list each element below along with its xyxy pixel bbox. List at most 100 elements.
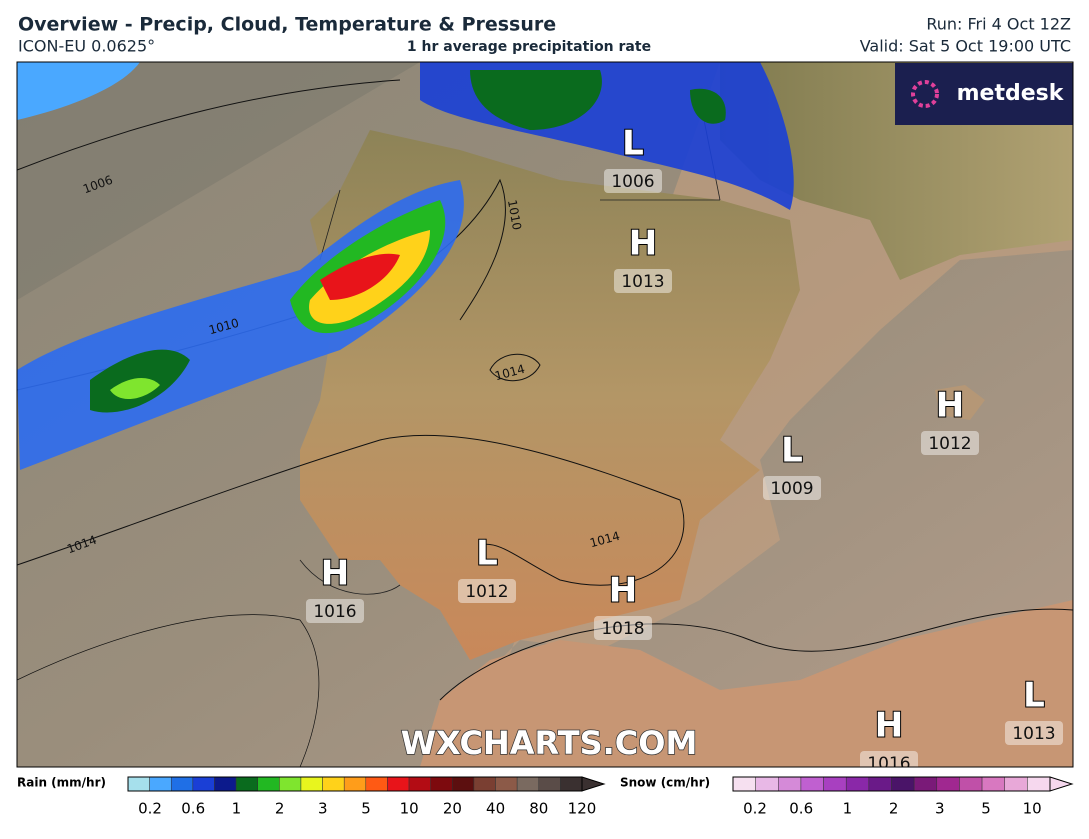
legend-swatch (800, 776, 824, 792)
isobar (489, 353, 541, 382)
legend-tick-label: 10 (1023, 800, 1042, 818)
legend-frame (127, 776, 583, 792)
pressure-box (604, 169, 662, 193)
legend-tick-label: 40 (486, 800, 505, 818)
legend-tick-label: 5 (981, 800, 991, 818)
legend-frame (732, 776, 1051, 792)
isobar (17, 79, 401, 171)
legend-tick-label: 80 (529, 800, 548, 818)
isobar-label: 1010 (505, 199, 524, 232)
legend-swatch (1027, 776, 1051, 792)
header-run: Run: Fri 4 Oct 12Z (926, 15, 1071, 34)
pressure-symbol: H (936, 386, 964, 426)
legend-tick-label: 3 (935, 800, 945, 818)
legend-swatch (473, 776, 496, 792)
logo-box (895, 63, 1073, 125)
legend-swatch (170, 776, 194, 792)
legend-tick-label: 20 (443, 800, 462, 818)
legend-tick-label: 2 (275, 800, 285, 818)
legend-tick-label: 10 (400, 800, 419, 818)
pressure-symbol: L (622, 124, 644, 164)
legend-swatch (868, 776, 892, 792)
legend-swatch (365, 776, 388, 792)
legend-arrow (1049, 776, 1074, 792)
border (299, 99, 721, 595)
pressure-value: 1016 (313, 602, 356, 622)
pressure-symbol: H (875, 706, 903, 746)
pressure-box (306, 599, 364, 623)
legend-swatch (257, 776, 280, 792)
pressure-value: 1006 (611, 172, 654, 192)
pressure-value: 1016 (867, 754, 910, 774)
map: metdesk WXCHARTS.COM 1006101010101014101… (17, 62, 1073, 774)
isobar (17, 434, 685, 586)
legend-swatch (192, 776, 215, 792)
pressure-box (1005, 721, 1063, 745)
legend-swatch (778, 776, 802, 792)
legend-tick-label: 1 (232, 800, 242, 818)
map-frame (16, 61, 1074, 768)
pressure-box (763, 476, 821, 500)
pressure-symbol: L (476, 534, 498, 574)
rain-area (110, 378, 160, 400)
legend-tick-label: 0.2 (138, 800, 162, 818)
legend-swatch (235, 776, 258, 792)
legend-swatch (430, 776, 453, 792)
legend-swatch (732, 776, 756, 792)
rain-area (690, 88, 726, 124)
header-field: 1 hr average precipitation rate (407, 39, 651, 55)
pressure-value: 1012 (928, 434, 971, 454)
legend-swatch (891, 776, 915, 792)
legend-swatch (981, 776, 1005, 792)
cloud (17, 62, 420, 300)
pressure-box (458, 579, 516, 603)
legend-swatch (387, 776, 410, 792)
legend-swatch (214, 776, 237, 792)
legend-swatch (823, 776, 847, 792)
pressure-value: 1013 (621, 272, 664, 292)
rain-area (320, 253, 400, 300)
header-valid: Valid: Sat 5 Oct 19:00 UTC (860, 37, 1071, 56)
pressure-box (594, 616, 652, 640)
header-model: ICON-EU 0.0625° (18, 37, 155, 56)
legend-swatch (149, 776, 172, 792)
legend-swatch (127, 776, 150, 792)
pressure-value: 1013 (1012, 724, 1055, 744)
legend-tick-label: 1 (843, 800, 853, 818)
pressure-box (614, 269, 672, 293)
legend-tick-label: 5 (361, 800, 371, 818)
legend-swatch (279, 776, 302, 792)
pressure-symbol: H (321, 554, 349, 594)
legend-swatch (322, 776, 345, 792)
legend-tick-label: 0.6 (789, 800, 813, 818)
legend-swatch (495, 776, 518, 792)
rain-area (17, 62, 140, 120)
logo-icon (911, 80, 939, 108)
legend-tick-label: 0.6 (181, 800, 205, 818)
pressure-symbol: L (1023, 676, 1045, 716)
legend-swatch (913, 776, 938, 792)
legend-swatch (408, 776, 431, 792)
pressure-symbol: L (781, 431, 803, 471)
legend-swatch (300, 776, 323, 792)
legend-swatch (538, 776, 561, 792)
legend-swatch (1004, 776, 1028, 792)
land-africa (420, 600, 1073, 767)
legend-tick-label: 3 (318, 800, 328, 818)
legend-title: Rain (mm/hr) (17, 776, 106, 790)
legend-swatch (452, 776, 475, 792)
rain-area (470, 70, 602, 130)
isobar (17, 614, 320, 767)
land-island (935, 385, 985, 420)
legend-tick-label: 120 (568, 800, 597, 818)
pressure-value: 1018 (601, 619, 644, 639)
pressure-symbol: H (629, 224, 657, 264)
precipitation (17, 62, 794, 470)
legend-swatch (959, 776, 983, 792)
pressure-value: 1012 (465, 582, 508, 602)
legend-tick-label: 0.2 (743, 800, 767, 818)
legend-swatch (516, 776, 540, 792)
legend-swatch (755, 776, 779, 792)
